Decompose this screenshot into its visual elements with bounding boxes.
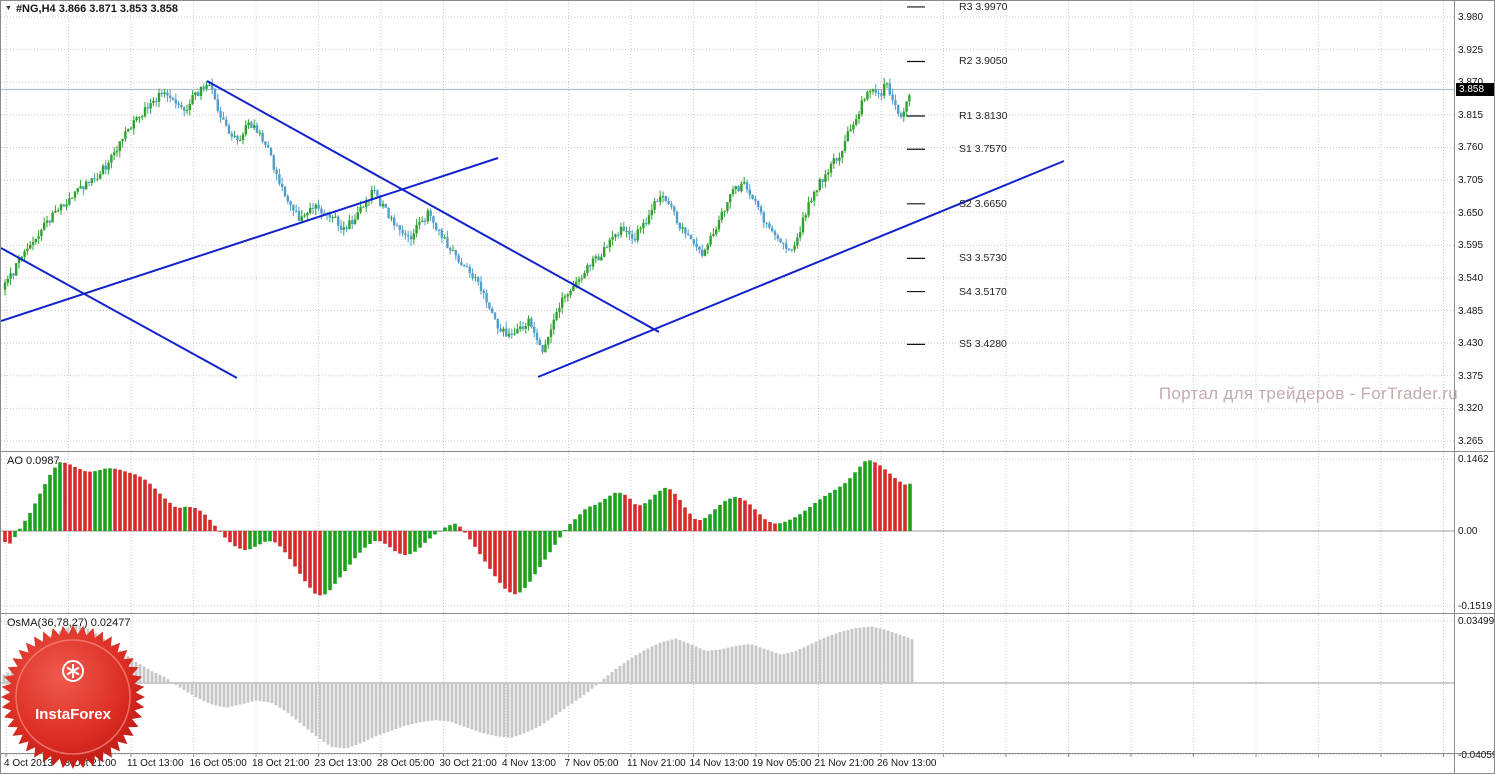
grid-layer [1, 3, 1454, 757]
price-axis-tick: 3.760 [1458, 142, 1484, 154]
time-axis-tick: 30 Oct 21:00 [439, 758, 497, 769]
pivot-level-label: S5 3.4280 [959, 338, 1007, 351]
time-axis-tick: 18 Oct 21:00 [252, 758, 310, 769]
time-axis-tick: 11 Nov 21:00 [627, 758, 686, 769]
candlestick-series [3, 78, 911, 355]
price-axis-tick: 3.815 [1458, 109, 1484, 121]
osma-axis-tick: -0.04059 [1458, 749, 1495, 761]
pivot-level-label: S4 3.5170 [959, 285, 1007, 298]
price-axis-tick: 3.430 [1458, 338, 1484, 350]
time-axis-tick: 4 Oct 2013 [4, 758, 53, 769]
trendline[interactable] [1, 247, 238, 379]
trendline[interactable] [537, 160, 1065, 378]
price-axis-tick: 3.375 [1458, 370, 1484, 382]
ao-axis-tick: 0.1462 [1458, 454, 1489, 465]
instaforex-logo: InstaForex [1, 625, 145, 769]
price-axis-tick: 3.650 [1458, 207, 1484, 219]
pivot-level-label: S2 3.6650 [959, 197, 1007, 210]
time-axis-tick: 23 Oct 13:00 [314, 758, 372, 769]
instaforex-label: InstaForex [35, 706, 112, 723]
osma-axis-tick: 0.03499 [1458, 616, 1495, 627]
ao-axis-tick: -0.1519 [1458, 600, 1492, 612]
ao-axis-tick: 0.00 [1458, 526, 1478, 537]
price-axis-tick: 3.265 [1458, 436, 1484, 447]
pivot-level-label: S3 3.5730 [959, 252, 1007, 265]
time-axis-tick: 21 Nov 21:00 [814, 758, 875, 769]
time-axis-tick: 11 Oct 13:00 [127, 758, 184, 769]
ao-indicator-label: AO 0.0987 [7, 455, 60, 467]
trendline[interactable] [206, 80, 660, 333]
pivot-level-label: S1 3.7570 [959, 143, 1007, 156]
badge-starburst [1, 625, 145, 769]
symbol-marker-icon: ▼ [5, 5, 12, 12]
pivot-level-label: R1 3.8130 [959, 110, 1008, 123]
badge-ring [15, 639, 131, 755]
time-axis-tick: 16 Oct 05:00 [189, 758, 247, 769]
ao-histogram [3, 460, 912, 596]
time-axis-tick: 19 Nov 05:00 [752, 758, 812, 769]
time-axis-tick: 14 Nov 13:00 [689, 758, 750, 769]
pivot-level-label: R2 3.9050 [959, 55, 1008, 68]
time-axis-tick: 8 Oct 21:00 [64, 758, 117, 769]
current-price-tag: 3.858 [1456, 83, 1494, 96]
price-axis-tick: 3.595 [1458, 240, 1484, 252]
price-axis-tick: 3.980 [1458, 12, 1484, 23]
time-axis-tick: 28 Oct 05:00 [377, 758, 435, 769]
price-axis-tick: 3.925 [1458, 44, 1484, 56]
trendline[interactable] [1, 157, 499, 322]
price-axis-tick: 3.870 [1458, 77, 1483, 88]
symbol-ohlc-label: #NG,H4 3.866 3.871 3.853 3.858 [15, 3, 179, 15]
price-axis-tick: 3.540 [1458, 272, 1484, 284]
pivot-level-label: R3 3.9970 [959, 0, 1008, 13]
instaforex-emblem-icon [62, 660, 84, 682]
price-axis-tick: 3.320 [1458, 403, 1484, 415]
osma-histogram [2, 624, 914, 749]
time-axis-tick: 7 Nov 05:00 [564, 758, 619, 769]
price-axis-tick: 3.485 [1458, 305, 1484, 317]
time-axis-tick: 26 Nov 13:00 [877, 758, 937, 769]
osma-indicator-label: OsMA(36,78,27) 0.02477 [7, 617, 131, 629]
time-axis-tick: 4 Nov 13:00 [502, 758, 556, 769]
chart-header: ▼ #NG,H4 3.866 3.871 3.853 3.858 [5, 2, 178, 16]
watermark: Портал для трейдеров - ForTrader.ru [1158, 384, 1458, 403]
price-axis-tick: 3.705 [1458, 175, 1484, 187]
